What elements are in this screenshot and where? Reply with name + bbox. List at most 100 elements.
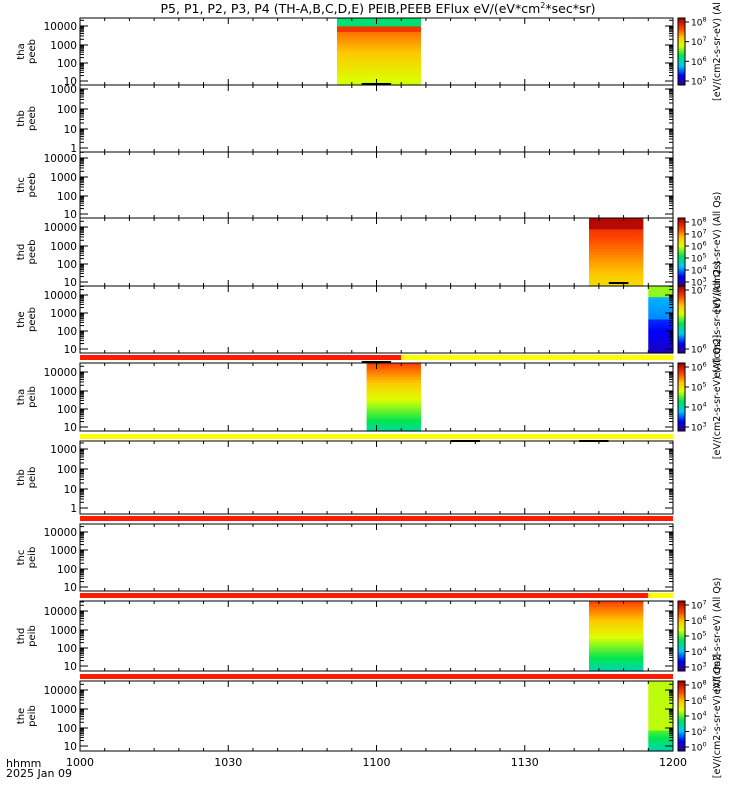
spectrogram-row [648, 294, 674, 298]
colorbar-tick-base: 10 [691, 78, 703, 88]
colorbar-swatch [678, 68, 685, 71]
colorbar-tick-label: 106 [691, 694, 707, 707]
colorbar-swatch [678, 719, 685, 722]
spectrogram-the_peib [648, 681, 674, 752]
colorbar-swatch [678, 651, 685, 654]
colorbar-swatch [678, 613, 685, 616]
colorbar-tick-exp: 5 [702, 630, 706, 638]
colorbar-tick-exp: 8 [702, 16, 706, 24]
colorbar-swatch [678, 415, 685, 418]
status-bar-0 [80, 355, 673, 360]
colorbar-swatch [678, 420, 685, 423]
status-bar-4 [80, 674, 673, 679]
spectrogram-row [648, 686, 674, 691]
colorbar-swatch [678, 302, 685, 305]
colorbar-tick-label: 104 [691, 645, 707, 658]
spectrogram-row [336, 73, 421, 78]
colorbar-tick-label: 107 [691, 284, 707, 297]
colorbar-label: [eV/(cm2-s-sr-eV) (All Qs)] [712, 335, 723, 459]
colorbar-tick-exp: 6 [702, 240, 706, 248]
colorbar-swatch [678, 705, 685, 708]
x-tick-label: 1200 [659, 756, 687, 769]
colorbar-tick-label: 102 [691, 725, 707, 738]
colorbar-tick-label: 106 [691, 614, 707, 627]
panel-probe-label: thb [16, 110, 27, 127]
colorbar-swatch [678, 286, 685, 289]
spectrogram-row [648, 316, 674, 321]
spectrogram-row [366, 363, 421, 367]
spectrogram-row [648, 704, 674, 708]
colorbar-swatch [678, 319, 685, 322]
colorbar-swatch [678, 41, 685, 44]
colorbar-tick-base: 10 [691, 287, 703, 297]
spectrogram-row [588, 618, 644, 623]
y-tick-label: 10 [64, 124, 77, 136]
colorbar-swatch [678, 246, 685, 250]
colorbar-swatch [678, 707, 685, 710]
colorbar-swatch [678, 364, 685, 367]
colorbar-swatch [678, 324, 685, 327]
spectrogram-row [588, 240, 644, 245]
spectrogram-row [336, 40, 421, 44]
y-tick-label: 100 [57, 58, 77, 70]
panel-frame [79, 151, 674, 219]
colorbar-swatch [678, 363, 685, 366]
colorbar-tick-base: 10 [691, 279, 703, 289]
colorbar-swatch [678, 383, 685, 386]
colorbar-swatch [678, 269, 685, 272]
colorbar-swatch [678, 272, 685, 275]
colorbar-swatch [678, 717, 685, 720]
colorbar-swatch [678, 667, 685, 670]
spectrogram-row [366, 382, 421, 387]
colorbar-swatch [678, 608, 685, 611]
colorbar-swatch [678, 696, 685, 699]
colorbar-swatch [678, 615, 685, 618]
colorbar-tick-exp: 4 [702, 264, 706, 272]
spectrogram-row [588, 601, 644, 605]
colorbar-frame [677, 17, 686, 86]
colorbar-tick-base: 10 [691, 664, 703, 674]
y-tick-label: 10 [64, 741, 77, 753]
y-tick-label: 100 [57, 326, 77, 338]
colorbar-swatch [678, 74, 685, 78]
spectrogram-row [648, 339, 674, 343]
colorbar-tick-exp: 7 [702, 228, 706, 236]
spectrogram-row [588, 627, 644, 631]
spectrogram-row [588, 609, 644, 614]
y-tick-label: 1000 [50, 386, 77, 398]
colorbar-swatch [678, 349, 685, 352]
colorbar-swatch [678, 306, 685, 309]
colorbar-swatch [678, 611, 685, 614]
spectrogram-row [648, 713, 674, 717]
colorbar-swatch [678, 403, 685, 406]
spectrogram-row [648, 341, 674, 346]
colorbar-swatch [678, 702, 685, 705]
colorbar-tick-exp: 7 [702, 599, 706, 607]
colorbar-swatch [678, 23, 685, 26]
spectrogram-row [588, 662, 644, 666]
spectrogram-row [648, 701, 674, 705]
colorbar-swatch [678, 263, 685, 267]
spectrogram-row [588, 650, 644, 655]
spectrogram-row [588, 638, 644, 643]
colorbar-swatch [678, 371, 685, 374]
colorbar-swatch [678, 229, 685, 233]
colorbar-swatch [678, 34, 685, 37]
spectrogram-row [648, 724, 674, 729]
colorbar-swatch [678, 658, 685, 661]
title-sup: 2 [540, 1, 545, 10]
colorbar-tick-label: 105 [691, 381, 707, 394]
colorbar-swatch [678, 703, 685, 706]
colorbar-swatch [678, 698, 685, 701]
y-tick-label: 10000 [44, 21, 77, 33]
colorbar-tick-base: 10 [691, 58, 703, 68]
colorbar-swatch [678, 49, 685, 52]
y-tick-label: 1000 [50, 545, 77, 557]
colorbar-swatch [678, 684, 685, 687]
spectrogram-row [366, 414, 421, 418]
colorbar-swatch [678, 341, 685, 344]
panel-probe-label: tha [16, 43, 27, 59]
spectrogram-row [648, 716, 674, 720]
